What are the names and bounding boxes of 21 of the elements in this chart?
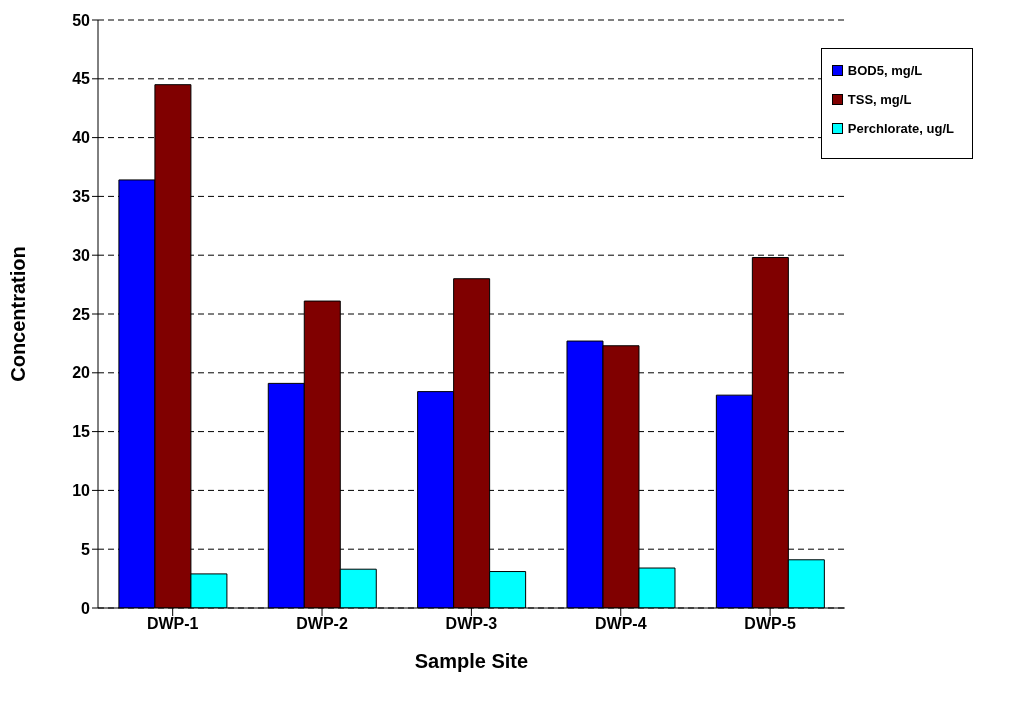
y-tick-label: 50 <box>72 11 91 29</box>
x-tick-label: DWP-5 <box>744 615 796 633</box>
y-tick-label: 0 <box>81 599 91 617</box>
x-tick-label: DWP-3 <box>445 615 498 633</box>
y-tick-label: 10 <box>72 482 91 500</box>
y-tick-label: 30 <box>72 246 91 264</box>
y-tick-label: 25 <box>72 305 91 323</box>
y-tick-label: 15 <box>72 423 91 441</box>
y-axis-title: Concentration <box>7 246 30 382</box>
legend-label: TSS, mg/L <box>847 92 912 107</box>
y-tick-label: 45 <box>72 70 91 88</box>
x-tick-label: DWP-2 <box>296 615 348 633</box>
legend-label: Perchlorate, ug/L <box>847 121 954 136</box>
x-tick-label: DWP-1 <box>146 615 199 633</box>
x-tick-label: DWP-4 <box>594 615 647 633</box>
legend-label: BOD5, mg/L <box>847 63 923 78</box>
y-tick-label: 5 <box>81 540 91 558</box>
y-tick-label: 40 <box>72 129 91 147</box>
y-tick-label: 35 <box>72 188 91 206</box>
x-axis-title: Sample Site <box>414 650 529 672</box>
y-tick-label: 20 <box>72 364 91 382</box>
